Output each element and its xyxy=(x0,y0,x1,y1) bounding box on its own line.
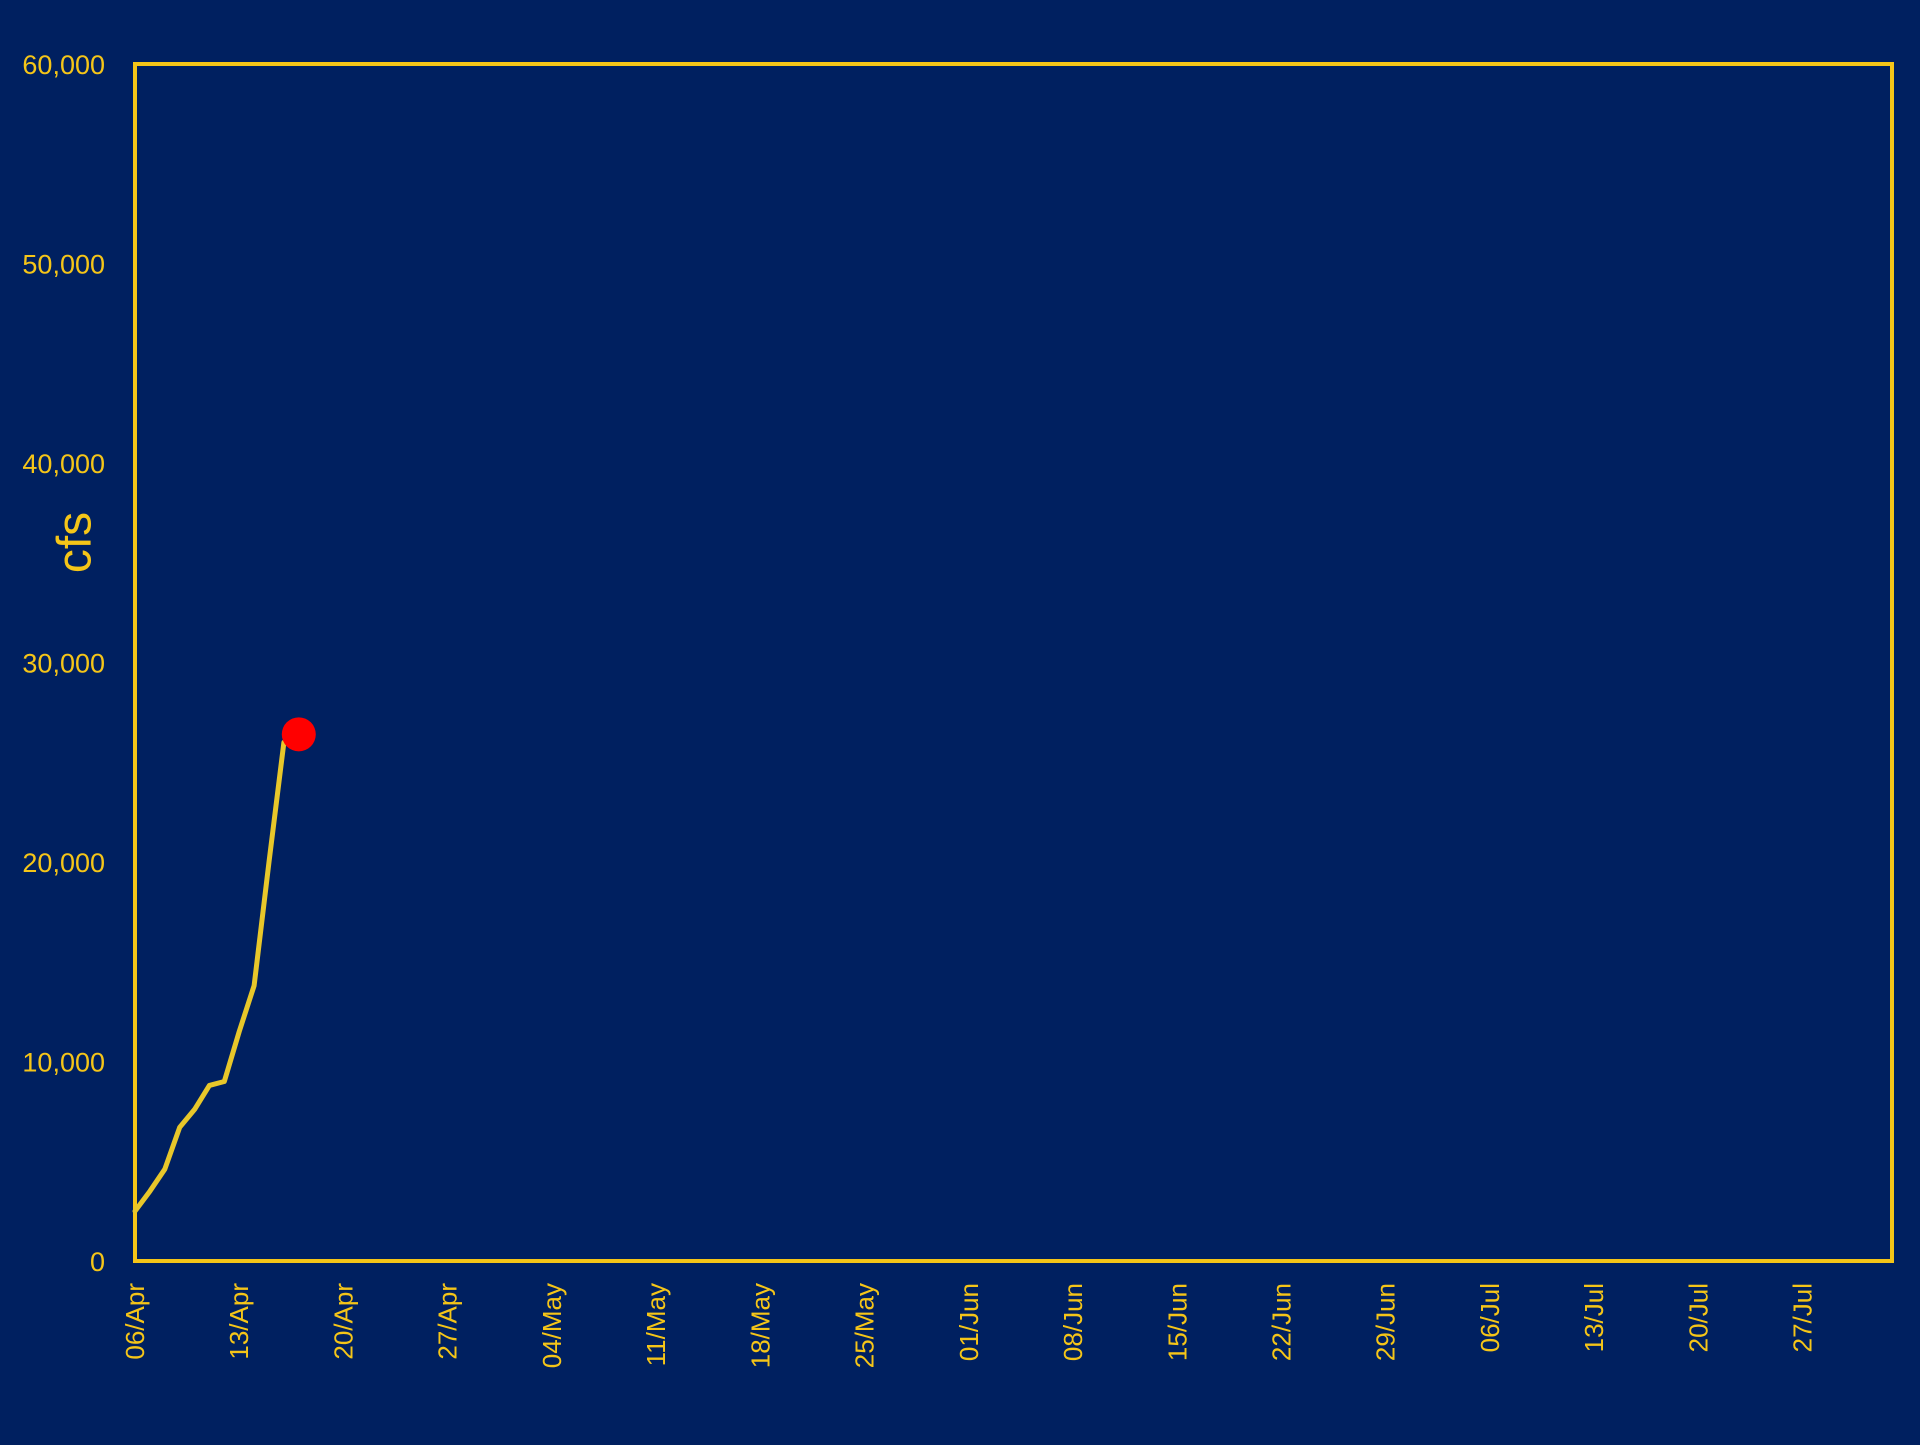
x-tick-label: 18/May xyxy=(745,1283,775,1368)
x-tick-label: 25/May xyxy=(850,1283,880,1368)
y-tick-label: 20,000 xyxy=(22,848,105,878)
x-tick-label: 20/Jul xyxy=(1683,1283,1713,1352)
y-tick-label: 0 xyxy=(90,1247,105,1277)
x-axis-ticks: 06/Apr 13/Apr 20/Apr 27/Apr 04/May 11/May 18/M… xyxy=(120,1283,1818,1369)
y-tick-label: 60,000 xyxy=(22,50,105,80)
x-tick-label: 13/Jul xyxy=(1579,1283,1609,1352)
x-tick-label: 27/Apr xyxy=(433,1283,463,1360)
plot-frame xyxy=(133,62,1894,1263)
y-tick-label: 10,000 xyxy=(22,1048,105,1078)
y-tick-label: 30,000 xyxy=(22,649,105,679)
x-tick-label: 29/Jun xyxy=(1371,1283,1401,1361)
last-value-marker xyxy=(281,717,316,752)
x-tick-label: 06/Apr xyxy=(120,1283,150,1360)
x-tick-label: 13/Apr xyxy=(224,1283,254,1360)
y-axis-title: cfs xyxy=(49,512,102,573)
x-tick-label: 01/Jun xyxy=(954,1283,984,1361)
x-tick-label: 27/Jul xyxy=(1788,1283,1818,1352)
x-tick-label: 04/May xyxy=(537,1283,567,1368)
series xyxy=(132,717,316,1214)
x-tick-label: 08/Jun xyxy=(1058,1283,1088,1361)
y-tick-label: 50,000 xyxy=(22,250,105,280)
x-tick-label: 06/Jul xyxy=(1475,1283,1505,1352)
x-tick-label: 15/Jun xyxy=(1162,1283,1192,1361)
axes xyxy=(133,62,1894,1263)
y-tick-label: 40,000 xyxy=(22,449,105,479)
series-line xyxy=(132,731,302,1214)
x-tick-label: 22/Jun xyxy=(1267,1283,1297,1361)
y-axis-ticks: 0 10,000 20,000 30,000 40,000 50,000 60,000 xyxy=(22,50,105,1277)
x-tick-label: 20/Apr xyxy=(328,1283,358,1360)
x-tick-label: 11/May xyxy=(641,1283,671,1366)
